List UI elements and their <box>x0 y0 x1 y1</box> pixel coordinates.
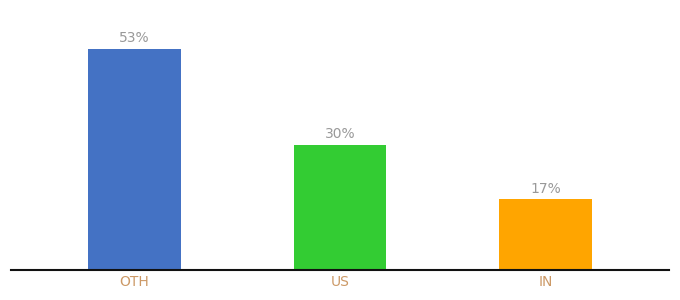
Bar <box>499 199 592 270</box>
Text: 53%: 53% <box>119 32 150 45</box>
Text: 30%: 30% <box>324 128 356 141</box>
Bar <box>88 49 181 270</box>
Bar <box>294 145 386 270</box>
Text: 17%: 17% <box>530 182 561 196</box>
